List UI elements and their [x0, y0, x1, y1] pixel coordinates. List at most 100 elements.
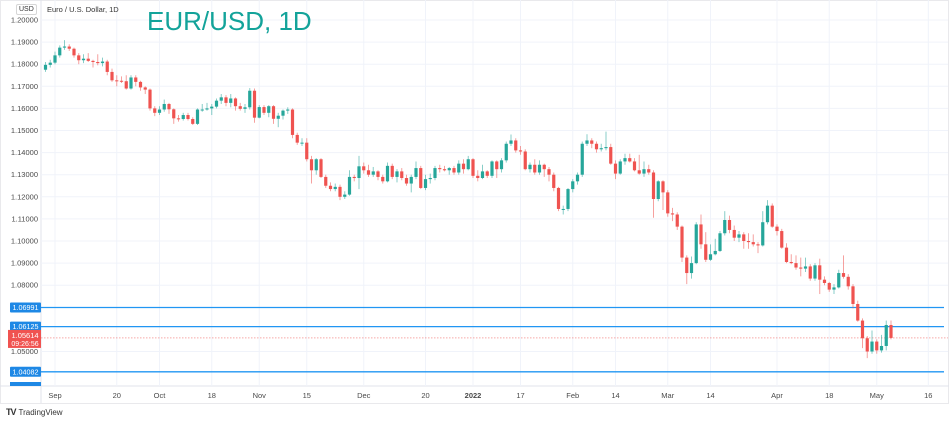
candle: [637, 154, 641, 175]
candle-body: [746, 241, 751, 243]
candle-body: [305, 142, 309, 160]
time-axis[interactable]: Sep 20 Oct 18 Nov 15 Dec 20 2022 17 Feb 14 Mar 14 Apr 1…: [48, 391, 932, 400]
candle-body: [461, 163, 466, 170]
time-tick-label: Nov: [253, 391, 267, 400]
candle: [143, 86, 147, 95]
candle-body: [685, 257, 689, 274]
candle-body: [309, 159, 314, 171]
candle: [708, 244, 713, 261]
time-tick-label: 14: [706, 391, 714, 400]
candle-body: [699, 224, 703, 245]
candle: [575, 172, 580, 185]
candlestick-chart[interactable]: 1.20000 1.19000 1.18000 1.17000 1.16000 1.150…: [0, 0, 950, 405]
candle: [267, 105, 271, 118]
candle: [884, 320, 888, 351]
candle: [433, 165, 437, 181]
candle: [105, 59, 109, 76]
candle-body: [195, 109, 200, 124]
candle: [77, 53, 81, 65]
candle: [509, 134, 513, 146]
candle-body: [784, 247, 789, 262]
candle-body: [352, 176, 356, 179]
candle: [290, 108, 295, 139]
candle: [571, 179, 575, 193]
candle: [879, 334, 884, 353]
candle: [789, 254, 793, 265]
candle-body: [366, 170, 371, 175]
chart-frame: [0, 0, 949, 404]
candle: [552, 172, 556, 192]
candle-body: [371, 171, 375, 175]
candle-body: [105, 61, 109, 72]
candle: [670, 207, 675, 222]
candle-body: [590, 140, 594, 144]
candle-body: [580, 143, 584, 175]
candle-body: [613, 163, 618, 174]
candle-body: [875, 341, 879, 351]
candle-body: [818, 265, 822, 280]
price-axis[interactable]: 1.20000 1.19000 1.18000 1.17000 1.16000 1.150…: [11, 16, 38, 357]
candle-body: [670, 213, 675, 215]
candle: [257, 105, 261, 119]
level-price-badge: [10, 366, 41, 377]
time-tick-label: 18: [825, 391, 833, 400]
candle: [314, 158, 318, 175]
candle: [119, 76, 124, 83]
candle-body: [62, 46, 67, 48]
horizontal-levels[interactable]: [41, 306, 948, 373]
candle-body: [328, 185, 333, 190]
candle-body: [290, 109, 295, 135]
candle-body: [599, 148, 603, 150]
candle: [609, 143, 613, 165]
candle-body: [537, 164, 542, 173]
tradingview-brand[interactable]: TV TradingView: [6, 407, 63, 417]
candle: [181, 112, 185, 121]
candle-body: [780, 231, 784, 248]
candle-body: [77, 55, 81, 61]
candle: [718, 231, 722, 253]
price-tick-label: 1.11000: [11, 214, 38, 223]
candle-body: [347, 176, 352, 195]
candle-body: [81, 58, 86, 61]
candle-body: [471, 159, 475, 176]
candle: [851, 284, 855, 309]
candle-body: [124, 81, 128, 89]
candle: [281, 109, 285, 120]
candle: [414, 161, 418, 180]
candle: [129, 75, 133, 90]
candle: [699, 214, 703, 249]
candle: [580, 141, 584, 177]
candle: [43, 61, 48, 72]
time-tick-label: 20: [113, 391, 121, 400]
time-tick-label: 15: [303, 391, 311, 400]
candle-body: [490, 161, 494, 176]
candle: [305, 138, 309, 162]
candle: [642, 161, 646, 177]
candle: [599, 143, 603, 152]
candle-body: [566, 189, 570, 209]
candle-body: [319, 159, 323, 177]
currency-badge[interactable]: USD: [16, 4, 37, 15]
candle: [324, 174, 328, 188]
candle: [67, 44, 71, 51]
candle: [333, 183, 337, 192]
candle-body: [837, 273, 841, 288]
candle-body: [134, 77, 138, 82]
candle-body: [466, 159, 470, 170]
candle: [91, 59, 95, 68]
candle: [162, 99, 166, 112]
candle-body: [143, 87, 147, 90]
time-tick-label: Apr: [771, 391, 783, 400]
candle: [229, 94, 233, 108]
current-price-text: 1.05614: [11, 331, 38, 340]
candle-body: [480, 171, 485, 179]
candle-body: [357, 166, 361, 179]
candle: [666, 190, 670, 217]
candle: [48, 59, 52, 68]
price-tick-label: 1.08000: [11, 281, 38, 290]
candle-body: [224, 97, 228, 103]
candle: [438, 164, 442, 173]
candle: [466, 155, 470, 171]
candle: [566, 187, 570, 212]
candle-body: [628, 158, 632, 162]
